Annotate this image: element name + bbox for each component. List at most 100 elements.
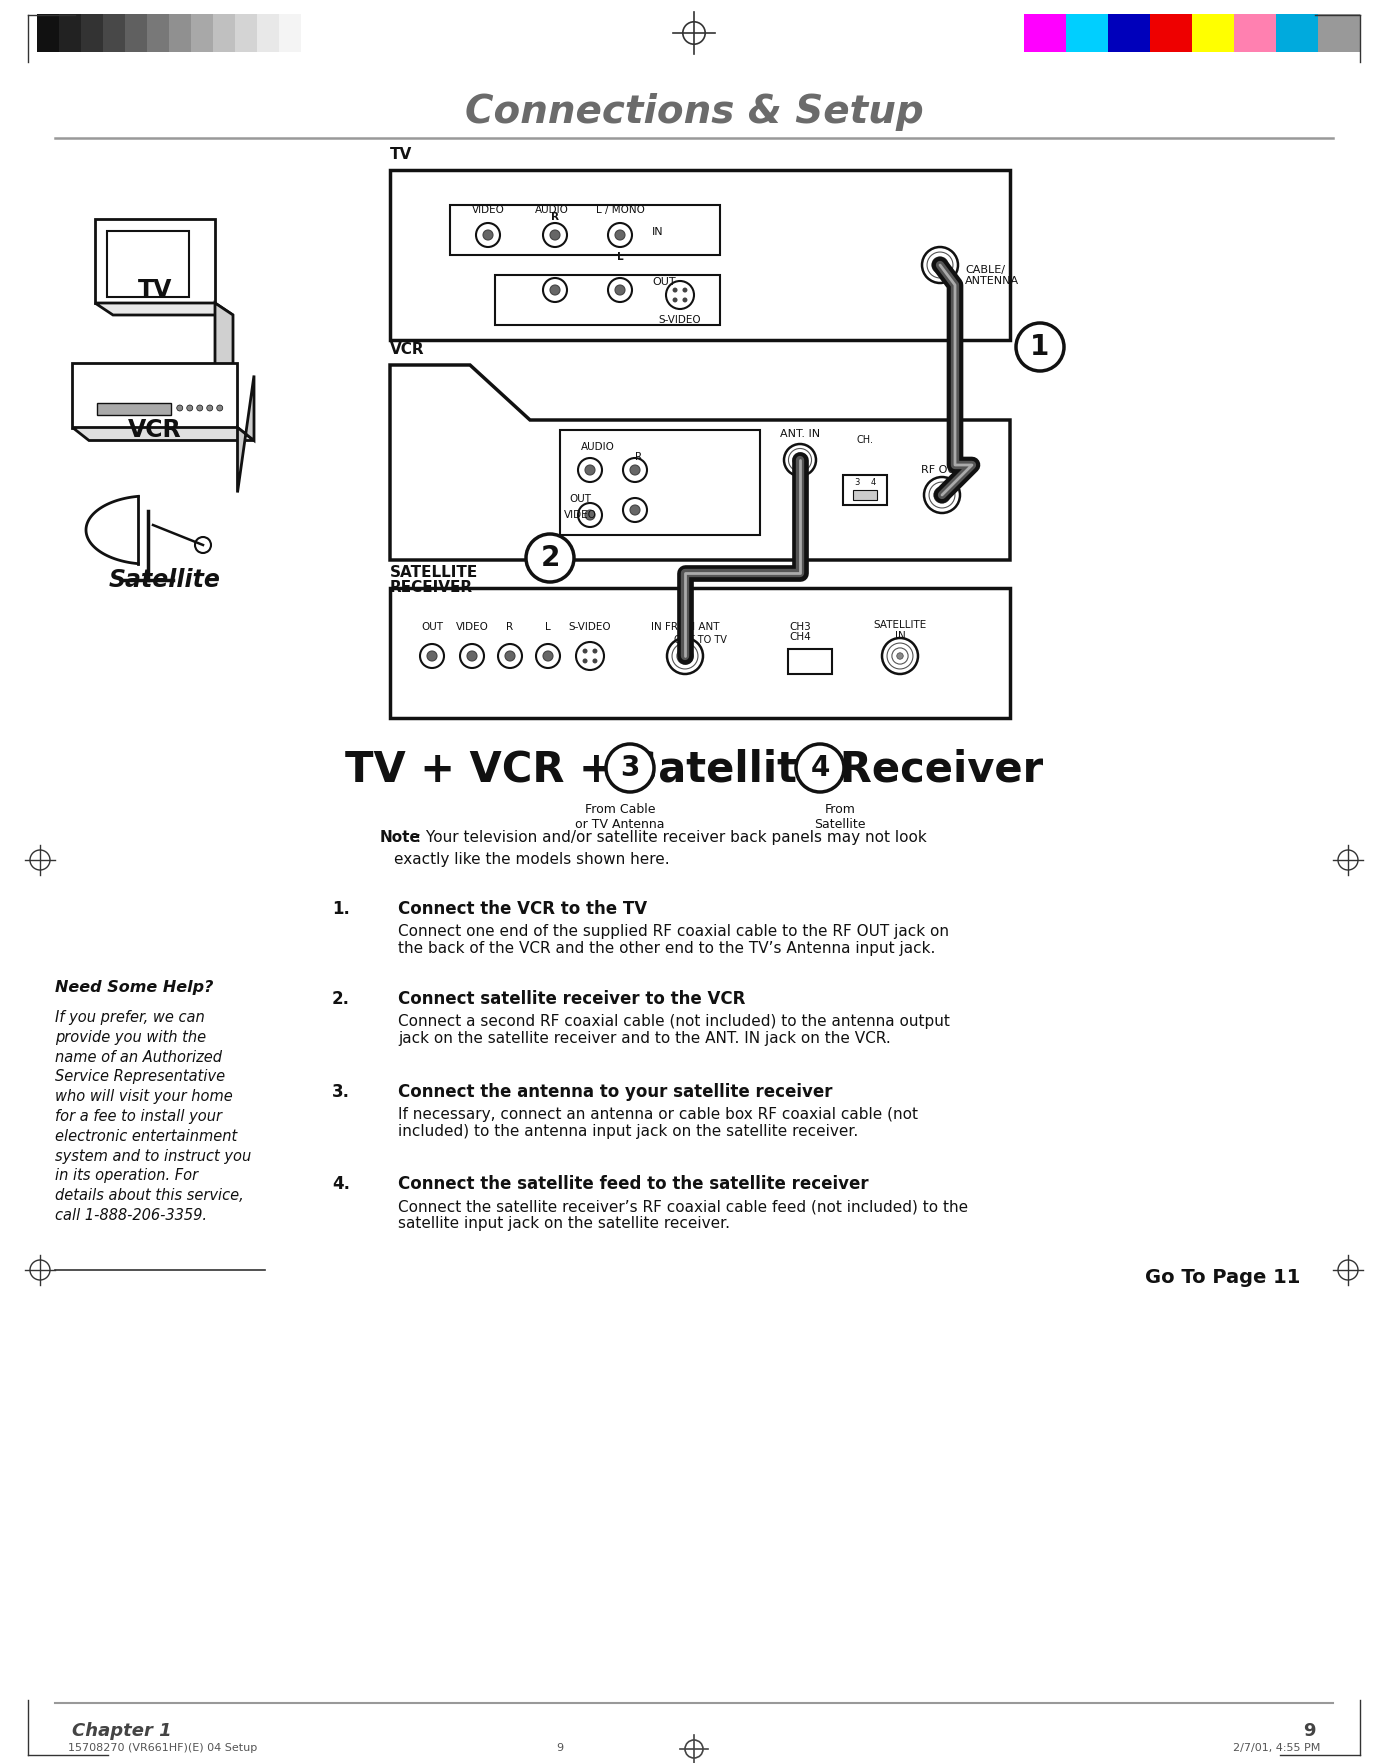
Text: AUDIO: AUDIO xyxy=(534,205,569,215)
Text: Connect the satellite receiver’s RF coaxial cable feed (not included) to the
sat: Connect the satellite receiver’s RF coax… xyxy=(398,1199,967,1231)
Polygon shape xyxy=(237,376,254,492)
Bar xyxy=(1151,14,1192,51)
Circle shape xyxy=(683,287,687,293)
Text: S-VIDEO: S-VIDEO xyxy=(569,622,611,631)
Circle shape xyxy=(194,538,211,554)
Text: Connections & Setup: Connections & Setup xyxy=(465,93,923,130)
Bar xyxy=(1192,14,1234,51)
Bar xyxy=(1108,14,1151,51)
Text: R: R xyxy=(507,622,514,631)
Text: 3: 3 xyxy=(854,478,859,487)
Text: 4: 4 xyxy=(870,478,876,487)
Text: From
Satellite: From Satellite xyxy=(815,802,866,830)
Text: ANT. IN: ANT. IN xyxy=(780,428,820,439)
Bar xyxy=(169,14,192,51)
Bar xyxy=(450,205,720,256)
Text: CABLE/: CABLE/ xyxy=(965,264,1005,275)
Text: 15708270 (VR661HF)(E) 04 Setup: 15708270 (VR661HF)(E) 04 Setup xyxy=(68,1744,257,1752)
Text: Need Some Help?: Need Some Help? xyxy=(56,980,214,994)
Circle shape xyxy=(607,744,654,792)
Text: OUT: OUT xyxy=(569,494,591,504)
Circle shape xyxy=(922,247,958,284)
Text: IN FROM ANT: IN FROM ANT xyxy=(651,622,719,631)
Polygon shape xyxy=(215,303,233,398)
Circle shape xyxy=(466,651,477,661)
Text: Chapter 1: Chapter 1 xyxy=(72,1722,172,1740)
Circle shape xyxy=(536,643,559,668)
Text: 1.: 1. xyxy=(332,899,350,919)
Circle shape xyxy=(583,658,587,663)
Circle shape xyxy=(897,652,904,659)
Text: L: L xyxy=(616,252,623,263)
Circle shape xyxy=(483,229,493,240)
Bar xyxy=(147,14,169,51)
Text: 2/7/01, 4:55 PM: 2/7/01, 4:55 PM xyxy=(1233,1744,1320,1752)
Circle shape xyxy=(1016,323,1065,370)
Text: exactly like the models shown here.: exactly like the models shown here. xyxy=(394,852,669,867)
Text: CH4: CH4 xyxy=(790,631,811,642)
Circle shape xyxy=(682,652,688,659)
Circle shape xyxy=(623,458,647,481)
Circle shape xyxy=(505,651,515,661)
Bar xyxy=(1234,14,1276,51)
Text: CH.: CH. xyxy=(856,435,873,444)
Circle shape xyxy=(176,405,183,411)
Circle shape xyxy=(550,286,559,294)
Bar xyxy=(81,14,103,51)
Circle shape xyxy=(795,744,844,792)
Circle shape xyxy=(550,229,559,240)
Circle shape xyxy=(584,465,595,474)
Bar xyxy=(37,14,60,51)
Circle shape xyxy=(526,534,575,582)
Text: 9: 9 xyxy=(1303,1722,1316,1740)
Text: SATELLITE: SATELLITE xyxy=(390,564,479,580)
Text: RF OUT: RF OUT xyxy=(922,465,963,474)
Circle shape xyxy=(668,638,702,673)
Bar xyxy=(107,231,190,296)
Text: Go To Page 11: Go To Page 11 xyxy=(1145,1268,1301,1287)
Text: : Your television and/or satellite receiver back panels may not look: : Your television and/or satellite recei… xyxy=(416,830,927,844)
Text: VCR: VCR xyxy=(128,418,182,443)
Circle shape xyxy=(683,298,687,303)
Text: If you prefer, we can
provide you with the
name of an Authorized
Service Represe: If you prefer, we can provide you with t… xyxy=(56,1010,251,1224)
Text: If necessary, connect an antenna or cable box RF coaxial cable (not
included) to: If necessary, connect an antenna or cabl… xyxy=(398,1107,917,1139)
Bar xyxy=(390,169,1010,340)
Bar xyxy=(97,402,172,414)
Bar xyxy=(125,14,147,51)
Circle shape xyxy=(673,287,677,293)
Circle shape xyxy=(784,444,816,476)
Text: Connect the VCR to the TV: Connect the VCR to the TV xyxy=(398,899,647,919)
Bar xyxy=(843,474,887,504)
Bar xyxy=(390,589,1010,718)
Circle shape xyxy=(498,643,522,668)
Text: 3.: 3. xyxy=(332,1082,350,1102)
Circle shape xyxy=(428,651,437,661)
Text: 9: 9 xyxy=(557,1744,564,1752)
Text: Connect the antenna to your satellite receiver: Connect the antenna to your satellite re… xyxy=(398,1082,833,1102)
Circle shape xyxy=(630,465,640,474)
Text: R: R xyxy=(551,212,559,222)
Bar xyxy=(559,430,761,534)
Text: AUDIO: AUDIO xyxy=(582,443,615,451)
Text: 4: 4 xyxy=(811,755,830,783)
Bar xyxy=(94,219,215,303)
Text: 1: 1 xyxy=(1030,333,1049,361)
Text: TV: TV xyxy=(137,279,172,301)
Text: From Cable
or TV Antenna: From Cable or TV Antenna xyxy=(575,802,665,830)
Circle shape xyxy=(608,222,632,247)
Bar xyxy=(496,275,720,324)
Bar xyxy=(235,14,257,51)
Circle shape xyxy=(584,510,595,520)
Circle shape xyxy=(421,643,444,668)
Text: Connect satellite receiver to the VCR: Connect satellite receiver to the VCR xyxy=(398,991,745,1008)
Circle shape xyxy=(197,405,203,411)
Text: S-VIDEO: S-VIDEO xyxy=(659,316,701,324)
Bar xyxy=(257,14,279,51)
Circle shape xyxy=(543,279,568,301)
Text: VIDEO: VIDEO xyxy=(564,510,597,520)
Text: TV: TV xyxy=(390,146,412,162)
Text: Satellite: Satellite xyxy=(110,568,221,592)
Circle shape xyxy=(608,279,632,301)
Text: IN: IN xyxy=(652,227,663,236)
Circle shape xyxy=(630,504,640,515)
